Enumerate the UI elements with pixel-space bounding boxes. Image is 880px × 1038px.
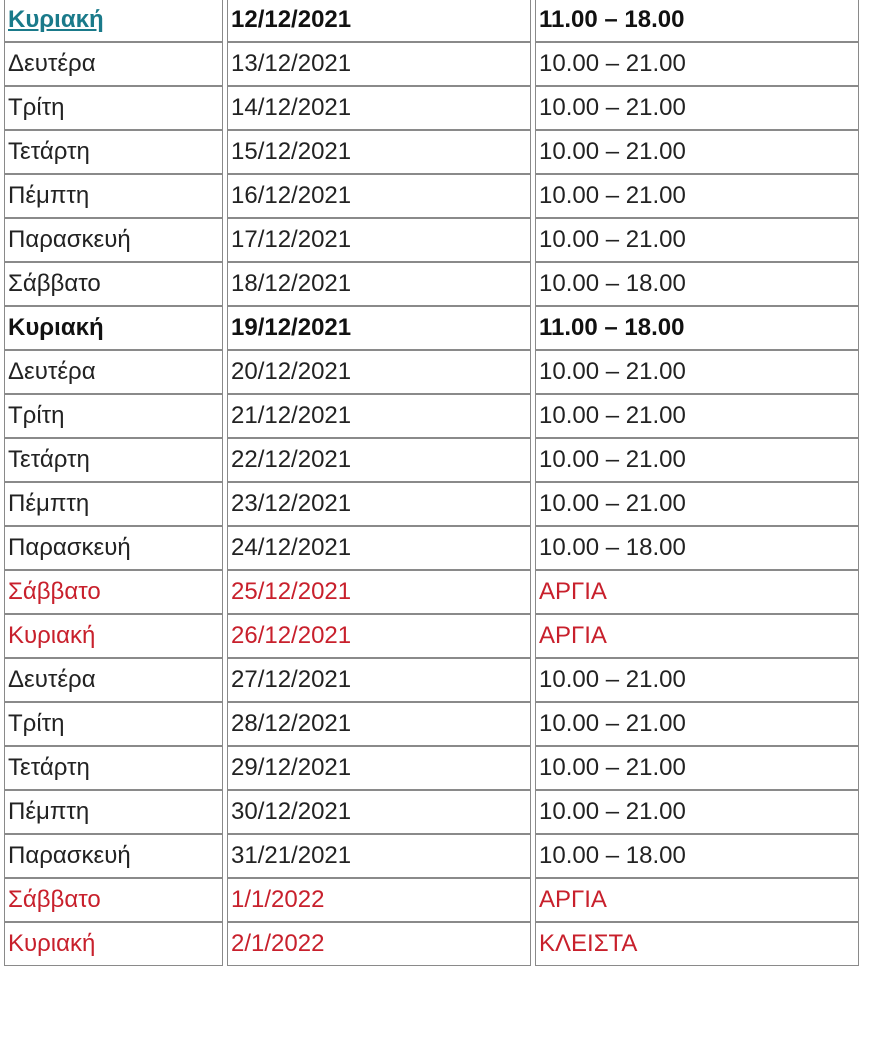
date-cell: 24/12/2021	[227, 526, 531, 570]
table-row: Πέμπτη 23/12/2021 10.00 – 21.00	[4, 482, 859, 526]
date-cell: 2/1/2022	[227, 922, 531, 966]
table-row: Τρίτη 21/12/2021 10.00 – 21.00	[4, 394, 859, 438]
table-row: Τετάρτη 15/12/2021 10.00 – 21.00	[4, 130, 859, 174]
hours-cell: 10.00 – 18.00	[535, 834, 859, 878]
hours-cell: 10.00 – 21.00	[535, 130, 859, 174]
date-cell: 27/12/2021	[227, 658, 531, 702]
hours-cell: 10.00 – 21.00	[535, 42, 859, 86]
day-cell: Κυριακή	[4, 614, 223, 658]
hours-cell: 10.00 – 21.00	[535, 218, 859, 262]
hours-cell: 10.00 – 21.00	[535, 702, 859, 746]
table-row: Δευτέρα 13/12/2021 10.00 – 21.00	[4, 42, 859, 86]
hours-cell: 10.00 – 21.00	[535, 86, 859, 130]
date-cell: 16/12/2021	[227, 174, 531, 218]
table-row: Σάββατο 25/12/2021 ΑΡΓΙΑ	[4, 570, 859, 614]
hours-cell: ΑΡΓΙΑ	[535, 614, 859, 658]
table-row: Τρίτη 28/12/2021 10.00 – 21.00	[4, 702, 859, 746]
day-cell: Κυριακή	[4, 922, 223, 966]
table-row: Κυριακή 2/1/2022 ΚΛΕΙΣΤΑ	[4, 922, 859, 966]
hours-cell: 10.00 – 21.00	[535, 174, 859, 218]
day-cell: Σάββατο	[4, 262, 223, 306]
day-cell: Τρίτη	[4, 86, 223, 130]
day-cell: Πέμπτη	[4, 174, 223, 218]
table-row: Πέμπτη 30/12/2021 10.00 – 21.00	[4, 790, 859, 834]
hours-cell: ΚΛΕΙΣΤΑ	[535, 922, 859, 966]
date-cell: 21/12/2021	[227, 394, 531, 438]
day-cell: Δευτέρα	[4, 350, 223, 394]
day-cell: Τετάρτη	[4, 438, 223, 482]
date-cell: 30/12/2021	[227, 790, 531, 834]
day-cell: Τετάρτη	[4, 746, 223, 790]
table-row: Δευτέρα 27/12/2021 10.00 – 21.00	[4, 658, 859, 702]
day-cell: Παρασκευή	[4, 218, 223, 262]
date-cell: 31/21/2021	[227, 834, 531, 878]
hours-cell: 11.00 – 18.00	[535, 306, 859, 350]
day-cell: Τρίτη	[4, 394, 223, 438]
day-cell: Παρασκευή	[4, 834, 223, 878]
table-row: Σάββατο 1/1/2022 ΑΡΓΙΑ	[4, 878, 859, 922]
hours-cell: 10.00 – 21.00	[535, 658, 859, 702]
table-row: Τρίτη 14/12/2021 10.00 – 21.00	[4, 86, 859, 130]
date-cell: 20/12/2021	[227, 350, 531, 394]
day-cell: Παρασκευή	[4, 526, 223, 570]
table-row: Σάββατο 18/12/2021 10.00 – 18.00	[4, 262, 859, 306]
hours-cell: 10.00 – 21.00	[535, 746, 859, 790]
day-cell: Κυριακή	[4, 306, 223, 350]
day-cell: Σάββατο	[4, 878, 223, 922]
table-row: Παρασκευή 17/12/2021 10.00 – 21.00	[4, 218, 859, 262]
day-cell: Πέμπτη	[4, 482, 223, 526]
day-cell: Τρίτη	[4, 702, 223, 746]
day-cell: Τετάρτη	[4, 130, 223, 174]
hours-cell: 11.00 – 18.00	[535, 0, 859, 42]
date-cell: 15/12/2021	[227, 130, 531, 174]
day-cell: Σάββατο	[4, 570, 223, 614]
table-row: Παρασκευή 31/21/2021 10.00 – 18.00	[4, 834, 859, 878]
hours-cell: 10.00 – 21.00	[535, 350, 859, 394]
table-body: Κυριακή 12/12/2021 11.00 – 18.00 Δευτέρα 13/…	[4, 0, 859, 966]
table-row: Δευτέρα 20/12/2021 10.00 – 21.00	[4, 350, 859, 394]
date-cell: 19/12/2021	[227, 306, 531, 350]
day-link[interactable]: Κυριακή	[8, 6, 104, 33]
date-cell: 12/12/2021	[227, 0, 531, 42]
hours-cell: 10.00 – 21.00	[535, 394, 859, 438]
day-cell: Δευτέρα	[4, 42, 223, 86]
hours-cell: 10.00 – 21.00	[535, 482, 859, 526]
date-cell: 14/12/2021	[227, 86, 531, 130]
day-cell: Δευτέρα	[4, 658, 223, 702]
table-row: Πέμπτη 16/12/2021 10.00 – 21.00	[4, 174, 859, 218]
date-cell: 13/12/2021	[227, 42, 531, 86]
opening-hours-table: Κυριακή 12/12/2021 11.00 – 18.00 Δευτέρα 13/…	[4, 0, 859, 966]
date-cell: 26/12/2021	[227, 614, 531, 658]
table-row: Κυριακή 12/12/2021 11.00 – 18.00	[4, 0, 859, 42]
date-cell: 23/12/2021	[227, 482, 531, 526]
date-cell: 22/12/2021	[227, 438, 531, 482]
hours-cell: ΑΡΓΙΑ	[535, 570, 859, 614]
hours-cell: 10.00 – 18.00	[535, 526, 859, 570]
date-cell: 25/12/2021	[227, 570, 531, 614]
day-cell: Κυριακή	[4, 0, 223, 42]
date-cell: 28/12/2021	[227, 702, 531, 746]
hours-cell: 10.00 – 21.00	[535, 438, 859, 482]
table-row: Τετάρτη 22/12/2021 10.00 – 21.00	[4, 438, 859, 482]
date-cell: 18/12/2021	[227, 262, 531, 306]
day-cell: Πέμπτη	[4, 790, 223, 834]
table-row: Κυριακή 26/12/2021 ΑΡΓΙΑ	[4, 614, 859, 658]
table-row: Κυριακή 19/12/2021 11.00 – 18.00	[4, 306, 859, 350]
date-cell: 17/12/2021	[227, 218, 531, 262]
hours-cell: 10.00 – 21.00	[535, 790, 859, 834]
date-cell: 1/1/2022	[227, 878, 531, 922]
hours-cell: 10.00 – 18.00	[535, 262, 859, 306]
date-cell: 29/12/2021	[227, 746, 531, 790]
table-row: Τετάρτη 29/12/2021 10.00 – 21.00	[4, 746, 859, 790]
hours-cell: ΑΡΓΙΑ	[535, 878, 859, 922]
table-row: Παρασκευή 24/12/2021 10.00 – 18.00	[4, 526, 859, 570]
